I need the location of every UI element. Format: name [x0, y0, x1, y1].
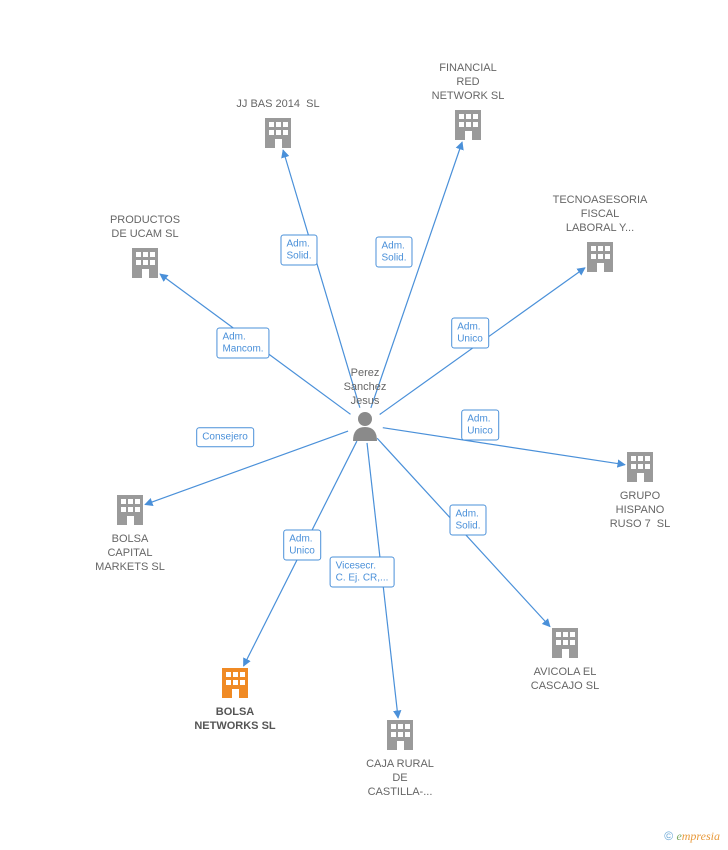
edge-label-bolsanet: Adm. Unico [283, 530, 321, 561]
brand-logo: empresia [676, 829, 720, 843]
node-label: BOLSA NETWORKS SL [180, 706, 290, 734]
building-icon [387, 720, 413, 750]
node-avicola: AVICOLA EL CASCAJO SL [510, 662, 620, 694]
copyright-symbol: © [664, 829, 673, 843]
node-label: TECNOASESORIA FISCAL LABORAL Y... [545, 194, 655, 235]
building-icon [222, 668, 248, 698]
building-icon [265, 118, 291, 148]
building-icon [552, 628, 578, 658]
footer-credit: © empresia [664, 829, 720, 844]
building-icon [117, 495, 143, 525]
edge-label-cajarural: Vicesecr. C. Ej. CR,... [330, 557, 395, 588]
edge-label-productos: Adm. Mancom. [216, 328, 269, 359]
node-label: FINANCIAL RED NETWORK SL [413, 62, 523, 103]
node-finred: FINANCIAL RED NETWORK SL [413, 62, 523, 107]
node-bolsanet: BOLSA NETWORKS SL [180, 702, 290, 734]
building-icon [587, 242, 613, 272]
building-icon [455, 110, 481, 140]
node-jjbas: JJ BAS 2014 SL [223, 98, 333, 116]
node-label: PRODUCTOS DE UCAM SL [90, 214, 200, 242]
edge-label-hispano: Adm. Unico [461, 410, 499, 441]
node-tecno: TECNOASESORIA FISCAL LABORAL Y... [545, 194, 655, 239]
edge-label-bolsacap: Consejero [196, 427, 254, 447]
diagram-canvas [0, 0, 728, 850]
edge-label-tecno: Adm. Unico [451, 318, 489, 349]
edge-label-finred: Adm. Solid. [375, 237, 412, 268]
node-label: JJ BAS 2014 SL [223, 98, 333, 112]
node-bolsacap: BOLSA CAPITAL MARKETS SL [75, 529, 185, 574]
edge-hispano [383, 428, 625, 465]
building-icon [132, 248, 158, 278]
node-cajarural: CAJA RURAL DE CASTILLA-... [345, 754, 455, 799]
node-label: GRUPO HISPANO RUSO 7 SL [585, 490, 695, 531]
node-label: AVICOLA EL CASCAJO SL [510, 666, 620, 694]
node-label: CAJA RURAL DE CASTILLA-... [345, 758, 455, 799]
building-icon [627, 452, 653, 482]
node-productos: PRODUCTOS DE UCAM SL [90, 214, 200, 246]
edge-label-avicola: Adm. Solid. [449, 505, 486, 536]
node-hispano: GRUPO HISPANO RUSO 7 SL [585, 486, 695, 531]
person-label: Perez Sanchez Jesus [325, 367, 405, 408]
node-label: BOLSA CAPITAL MARKETS SL [75, 533, 185, 574]
edge-label-jjbas: Adm. Solid. [280, 235, 317, 266]
person-icon [353, 412, 377, 441]
